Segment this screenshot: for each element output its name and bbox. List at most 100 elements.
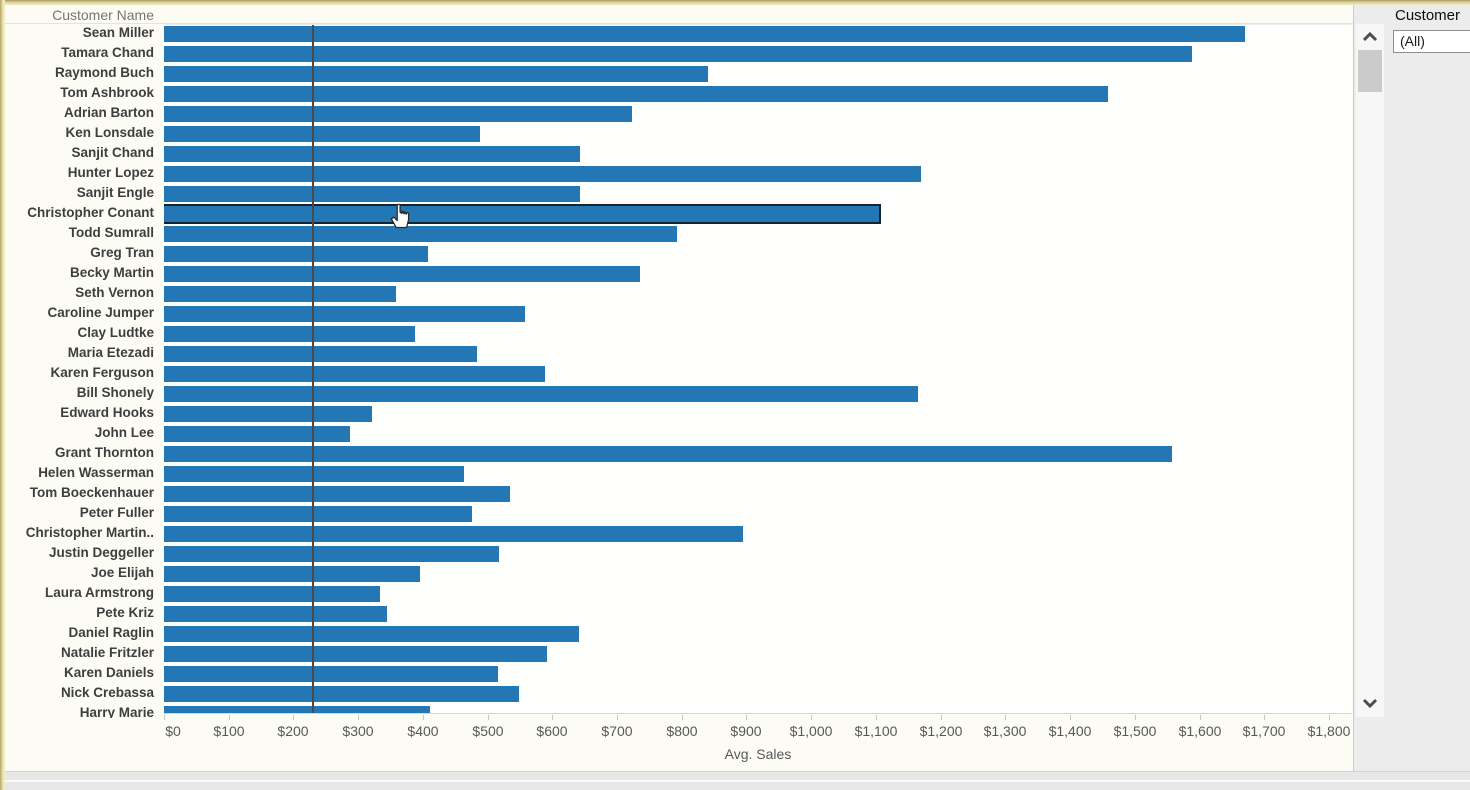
bar-mark[interactable]: [164, 286, 396, 302]
x-axis-tickmark: [1070, 715, 1071, 720]
row-label[interactable]: Tamara Chand: [61, 45, 154, 60]
bar-mark[interactable]: [164, 426, 350, 442]
x-axis-tick-label: $400: [407, 723, 439, 739]
bar-mark[interactable]: [164, 546, 499, 562]
bar-mark[interactable]: [164, 326, 415, 342]
vertical-scrollbar[interactable]: [1356, 24, 1384, 717]
x-axis-title: Avg. Sales: [724, 746, 792, 762]
bar-mark[interactable]: [164, 386, 918, 402]
bar-mark[interactable]: [164, 306, 525, 322]
row-label[interactable]: Raymond Buch: [54, 65, 154, 80]
row-label[interactable]: Christopher Martin..: [25, 525, 154, 540]
scroll-down-button[interactable]: [1356, 692, 1384, 714]
row-label[interactable]: Todd Sumrall: [68, 225, 154, 240]
row-label[interactable]: Pete Kriz: [96, 605, 154, 620]
bar-mark[interactable]: [164, 26, 1245, 42]
row-label[interactable]: Sanjit Chand: [71, 145, 154, 160]
x-axis-tick-label: $500: [472, 723, 504, 739]
row-label[interactable]: Helen Wasserman: [38, 465, 154, 480]
row-label[interactable]: Adrian Barton: [63, 105, 154, 120]
row-label[interactable]: Tom Boeckenhauer: [29, 485, 154, 500]
bar-mark[interactable]: [164, 126, 480, 142]
bar-mark[interactable]: [164, 66, 708, 82]
bar-mark[interactable]: [164, 606, 387, 622]
row-label[interactable]: Grant Thornton: [55, 445, 154, 460]
row-label[interactable]: Caroline Jumper: [47, 305, 154, 320]
bar-mark[interactable]: [164, 146, 580, 162]
bar-mark[interactable]: [164, 506, 472, 522]
row-label[interactable]: John Lee: [94, 425, 154, 440]
column-header-customer-name: Customer Name: [52, 7, 154, 23]
bar-mark[interactable]: [164, 486, 510, 502]
x-axis-tickmark: [293, 715, 294, 720]
x-axis-tickmark: [164, 715, 165, 720]
row-label[interactable]: Maria Etezadi: [67, 345, 154, 360]
x-axis-tick-label: $1,500: [1113, 723, 1157, 739]
bar-mark[interactable]: [164, 686, 519, 702]
customer-filter-dropdown[interactable]: (All): [1393, 30, 1470, 53]
x-axis-tick-label: $0: [165, 723, 181, 739]
x-axis-tick-label: $600: [536, 723, 568, 739]
bar-mark[interactable]: [164, 46, 1192, 62]
bar-mark[interactable]: [164, 366, 545, 382]
row-label[interactable]: Seth Vernon: [75, 285, 154, 300]
x-axis-tickmark: [941, 715, 942, 720]
bar-mark[interactable]: [164, 586, 380, 602]
x-axis-tick-label: $1,600: [1178, 723, 1222, 739]
scroll-up-button[interactable]: [1356, 26, 1384, 48]
average-reference-line: [312, 25, 314, 713]
row-label[interactable]: Nick Crebassa: [60, 685, 154, 700]
row-label[interactable]: Justin Deggeller: [48, 545, 154, 560]
x-axis-tickmark: [1329, 715, 1330, 720]
row-label[interactable]: Daniel Raglin: [68, 625, 154, 640]
bar-mark[interactable]: [164, 86, 1108, 102]
row-label[interactable]: Becky Martin: [69, 265, 154, 280]
scrollbar-thumb[interactable]: [1358, 50, 1382, 92]
bar-mark[interactable]: [164, 266, 640, 282]
row-label[interactable]: Karen Daniels: [63, 665, 154, 680]
bar-mark[interactable]: [164, 346, 477, 362]
bar-mark[interactable]: [164, 566, 420, 582]
row-label[interactable]: Greg Tran: [90, 245, 154, 260]
x-axis-tickmark: [1005, 715, 1006, 720]
bar-mark[interactable]: [164, 226, 677, 242]
header-divider: [5, 23, 1353, 24]
bar-mark[interactable]: [164, 626, 579, 642]
left-edge-strip: [0, 0, 5, 790]
bar-mark[interactable]: [164, 166, 921, 182]
customer-filter-panel: Customer (All): [1388, 5, 1470, 771]
bar-highlighted[interactable]: [164, 206, 879, 222]
row-label[interactable]: Clay Ludtke: [77, 325, 154, 340]
row-label[interactable]: Joe Elijah: [90, 565, 154, 580]
row-label[interactable]: Harry Marie: [79, 705, 154, 718]
row-label[interactable]: Karen Ferguson: [50, 365, 154, 380]
bar-mark[interactable]: [164, 246, 428, 262]
bar-mark[interactable]: [164, 106, 632, 122]
x-axis-tick-label: $800: [666, 723, 698, 739]
bar-mark[interactable]: [164, 186, 580, 202]
bar-mark[interactable]: [164, 466, 464, 482]
row-label[interactable]: Sean Miller: [82, 25, 154, 40]
x-axis-tickmark: [876, 715, 877, 720]
x-axis-tick-label: $200: [277, 723, 309, 739]
row-label[interactable]: Laura Armstrong: [44, 585, 154, 600]
bar-mark[interactable]: [164, 646, 547, 662]
bar-mark[interactable]: [164, 706, 430, 713]
row-label[interactable]: Christopher Conant: [27, 205, 154, 220]
row-label[interactable]: Tom Ashbrook: [60, 85, 154, 100]
row-label[interactable]: Ken Lonsdale: [65, 125, 154, 140]
x-axis-tickmark: [682, 715, 683, 720]
row-label[interactable]: Edward Hooks: [60, 405, 154, 420]
bar-mark[interactable]: [164, 666, 498, 682]
bar-mark[interactable]: [164, 446, 1172, 462]
row-label[interactable]: Hunter Lopez: [67, 165, 154, 180]
row-label[interactable]: Sanjit Engle: [76, 185, 154, 200]
bar-mark[interactable]: [164, 526, 743, 542]
chart-plot-area[interactable]: [164, 24, 1352, 714]
row-label[interactable]: Natalie Fritzler: [60, 645, 154, 660]
row-label-column: Sean Miller Tamara Chand Raymond Buch Tom A…: [5, 23, 160, 718]
row-label[interactable]: Peter Fuller: [79, 505, 154, 520]
row-label[interactable]: Bill Shonely: [76, 385, 154, 400]
bar-mark[interactable]: [164, 406, 372, 422]
